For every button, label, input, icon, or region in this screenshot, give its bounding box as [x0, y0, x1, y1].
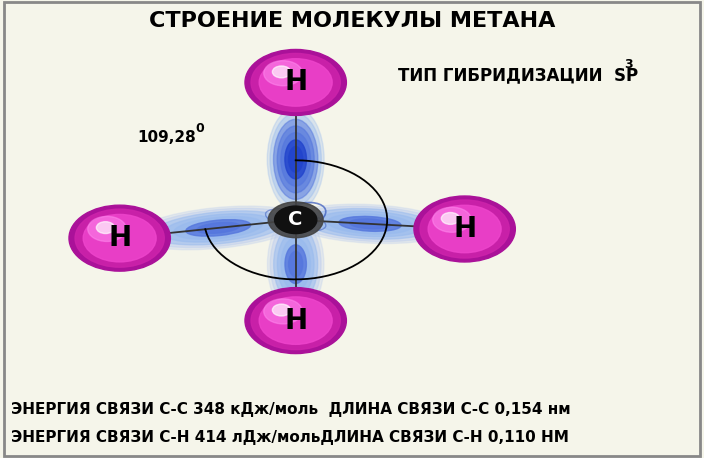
Circle shape — [414, 196, 515, 262]
Ellipse shape — [289, 147, 303, 172]
Ellipse shape — [163, 214, 274, 242]
Ellipse shape — [186, 219, 251, 236]
Text: 0: 0 — [195, 122, 203, 135]
Ellipse shape — [285, 245, 306, 284]
Circle shape — [245, 49, 346, 115]
Text: H: H — [453, 215, 476, 243]
Circle shape — [251, 292, 340, 349]
Circle shape — [83, 214, 156, 262]
Ellipse shape — [339, 216, 401, 231]
Ellipse shape — [174, 217, 263, 239]
Circle shape — [69, 205, 170, 271]
Ellipse shape — [270, 218, 321, 310]
Circle shape — [264, 60, 302, 86]
Ellipse shape — [277, 126, 314, 193]
Circle shape — [268, 202, 323, 238]
Ellipse shape — [268, 213, 324, 315]
Circle shape — [88, 216, 126, 241]
Ellipse shape — [274, 224, 318, 304]
Ellipse shape — [317, 211, 423, 237]
Circle shape — [433, 207, 471, 232]
Text: ЭНЕРГИЯ СВЯЗИ С-С 348 кДж/моль  ДЛИНА СВЯЗИ С-С 0,154 нм: ЭНЕРГИЯ СВЯЗИ С-С 348 кДж/моль ДЛИНА СВЯ… — [11, 403, 570, 417]
Text: СТРОЕНИЕ МОЛЕКУЛЫ МЕТАНА: СТРОЕНИЕ МОЛЕКУЛЫ МЕТАНА — [149, 11, 555, 32]
Ellipse shape — [296, 206, 444, 241]
Text: ТИП ГИБРИДИЗАЦИИ  SP: ТИП ГИБРИДИЗАЦИИ SP — [398, 66, 638, 85]
Text: 109,28: 109,28 — [137, 130, 196, 145]
Ellipse shape — [285, 140, 306, 179]
Ellipse shape — [270, 113, 321, 206]
Circle shape — [428, 205, 501, 253]
Circle shape — [420, 200, 509, 258]
Ellipse shape — [289, 251, 303, 277]
Text: H: H — [284, 68, 307, 97]
Ellipse shape — [281, 133, 310, 186]
Ellipse shape — [142, 208, 295, 248]
Ellipse shape — [197, 223, 239, 234]
Circle shape — [264, 299, 302, 324]
Circle shape — [251, 54, 340, 111]
Circle shape — [245, 288, 346, 354]
Circle shape — [75, 209, 164, 267]
Ellipse shape — [306, 208, 434, 239]
Text: C: C — [289, 210, 303, 229]
Circle shape — [259, 297, 332, 344]
Ellipse shape — [281, 238, 310, 291]
Ellipse shape — [350, 219, 391, 229]
Circle shape — [259, 59, 332, 106]
Circle shape — [96, 222, 115, 234]
Ellipse shape — [133, 206, 303, 250]
Text: H: H — [284, 306, 307, 335]
Text: 3: 3 — [624, 58, 633, 71]
Circle shape — [272, 66, 291, 78]
Circle shape — [275, 206, 317, 234]
Text: ЭНЕРГИЯ СВЯЗИ С-Н 414 лДж/мольДЛИНА СВЯЗИ С-Н 0,110 НМ: ЭНЕРГИЯ СВЯЗИ С-Н 414 лДж/мольДЛИНА СВЯЗ… — [11, 430, 568, 445]
Ellipse shape — [277, 231, 314, 297]
Circle shape — [441, 213, 460, 224]
Text: H: H — [108, 224, 131, 252]
Ellipse shape — [327, 213, 413, 234]
Ellipse shape — [268, 108, 324, 211]
Circle shape — [272, 304, 291, 316]
Ellipse shape — [151, 211, 285, 245]
Ellipse shape — [273, 119, 318, 200]
Ellipse shape — [288, 204, 452, 244]
